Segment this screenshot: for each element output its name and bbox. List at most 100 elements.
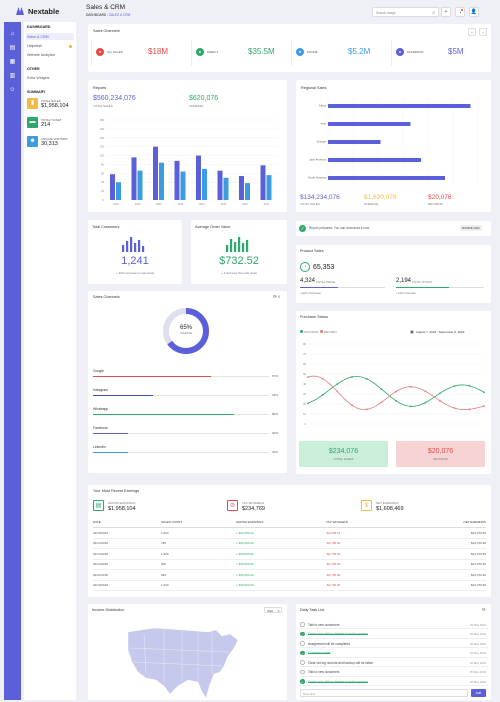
channel-item[interactable]: ● PHONE $5.2M	[291, 40, 387, 66]
channel-item[interactable]: ● ALL SALES $18M	[91, 40, 187, 66]
donut-center-pct: 65%	[179, 325, 192, 331]
breadcrumb-root[interactable]: DASHBOARD	[86, 13, 107, 17]
success-label: TOTAL SALES	[333, 457, 354, 461]
earnings-cell: 02/12/2018	[93, 562, 109, 567]
gauge-icon: ◔	[300, 262, 310, 272]
reports-x-tick: 2015	[221, 202, 227, 206]
task-item[interactable]: Talk to new customers 03 May 2018	[300, 621, 488, 629]
sidebar-item-website-analytics[interactable]: Website Analytics	[27, 53, 56, 57]
task-item[interactable]: ✓ Order card will be deleted from the sys…	[300, 678, 488, 686]
refresh-icon[interactable]: ⟳	[273, 294, 277, 299]
task-item[interactable]: Clear old log records and backup will be…	[300, 659, 488, 667]
new-task-input[interactable]: New task	[300, 689, 468, 697]
sales-channels-title: Sales Channels	[93, 29, 120, 33]
regional-y-tick: Latin America	[309, 158, 326, 162]
earnings-row: 02/14/2018 780 + $30,000.00 -$2,700.00 $23,0…	[93, 538, 486, 549]
task-item[interactable]: Assignment will be completed 04 May 2018	[300, 640, 488, 648]
search-icon[interactable]: ⌕	[432, 9, 435, 16]
user-button[interactable]: 👤	[469, 7, 479, 17]
return-point	[483, 405, 485, 407]
channel-label: FACEBOOK	[407, 50, 424, 54]
prev-button[interactable]: ‹	[468, 28, 476, 36]
task-item[interactable]: Talk to new customers 05 May 2018	[300, 669, 488, 677]
average-order-title: Average Order Value	[195, 225, 231, 229]
task-checkbox[interactable]	[300, 660, 305, 665]
sidebar-item-sales-crm[interactable]: Sales & CRM	[27, 35, 49, 39]
reports-x-tick: 2012	[156, 202, 162, 206]
reports-bar	[202, 168, 207, 200]
date-range-picker[interactable]: August 7, 2022 - September 6, 2022	[416, 330, 465, 334]
task-checkbox[interactable]	[300, 622, 305, 627]
regional-bar	[328, 104, 471, 108]
success-value: $234,076	[328, 448, 359, 455]
country-select[interactable]: USA ▾	[264, 607, 282, 613]
task-date: 03 May 2018	[469, 632, 486, 636]
sidebar-item-extra-widgets[interactable]: Extra Widgets	[27, 76, 50, 80]
task-refresh-icon[interactable]: ⟳	[482, 606, 486, 612]
task-checkbox[interactable]: ✓	[300, 631, 305, 637]
channel-item[interactable]: ● DIRECT $35.5M	[191, 40, 287, 66]
channel-item[interactable]: ● FACEBOOK $5M	[391, 40, 487, 66]
reports-y-tick: 0	[103, 198, 105, 202]
earnings-column-header: GROSS EARNINGS	[236, 520, 264, 524]
download-button[interactable]: DOWNLOAD	[460, 225, 482, 231]
earnings-table: DATE SALES COUNT GROSS EARNINGS TAX WITHHEL…	[93, 518, 486, 591]
earnings-cell: $23,070.90	[470, 572, 486, 577]
earnings-cell: + $30,000.00	[236, 583, 254, 588]
earnings-header-row: DATE SALES COUNT GROSS EARNINGS TAX WITHHEL…	[93, 518, 486, 528]
task-checkbox[interactable]	[300, 669, 305, 674]
notifications-button[interactable]: ◔	[455, 7, 465, 17]
earnings-column-header: SALES COUNT	[161, 520, 183, 524]
brand-logo[interactable]: Nextable	[14, 5, 74, 17]
next-button[interactable]: ›	[479, 28, 487, 36]
reports-y-tick: 140	[100, 136, 105, 140]
task-checkbox[interactable]: ✓	[300, 679, 305, 684]
profile-icon[interactable]: ☺	[9, 87, 16, 93]
search-box[interactable]: Search image ⌕	[372, 7, 439, 17]
channel-icon: ●	[396, 48, 404, 56]
task-checkbox[interactable]: ✓	[300, 650, 305, 656]
sidebar-item-helpdesk[interactable]: Helpdesk	[27, 44, 42, 48]
success-point	[453, 385, 456, 387]
grid-icon[interactable]: ▦	[9, 59, 16, 65]
reports-bar	[137, 170, 143, 200]
channel-row-bar	[93, 452, 269, 453]
return-point	[380, 401, 383, 404]
reports-x-tick: 2016	[242, 202, 248, 206]
task-checkbox[interactable]	[300, 641, 305, 646]
channel-row-bar	[93, 433, 269, 434]
regional-total-value: $134,234,076	[300, 194, 340, 201]
average-order-value: $732.52	[219, 255, 259, 267]
task-item[interactable]: ✓ Order card will be deleted from the sys…	[300, 631, 488, 639]
layout-icon[interactable]: ▤	[9, 45, 16, 51]
reports-y-tick: 80	[101, 162, 104, 166]
success-point	[351, 376, 353, 378]
task-date: 04 May 2018	[469, 641, 486, 646]
channel-icon: ●	[96, 48, 104, 56]
earnings-cell: 02/10/2018	[93, 583, 109, 588]
chart-icon[interactable]: ▥	[9, 73, 16, 79]
refresh-count: 0	[278, 295, 280, 299]
task-item[interactable]: ✓ Customer notes 04 May 2018	[300, 650, 488, 658]
calendar-icon[interactable]: ▣	[410, 328, 414, 334]
check-circle-icon: ✓	[299, 224, 306, 232]
earnings-cell: -$2,700.00	[326, 562, 341, 567]
ticket-icon: ▬	[27, 117, 38, 128]
add-task-button[interactable]: Add	[471, 689, 486, 697]
reports-bar	[174, 160, 180, 200]
reports-y-tick: 40	[101, 180, 104, 184]
purchase-y-tick: 30	[303, 392, 306, 396]
regional-sales-title: Regional Sales	[301, 86, 327, 90]
regional-total-label: TOTAL SALES	[300, 202, 320, 206]
search-input[interactable]: Search image	[376, 11, 396, 15]
purchase-status-title: Purchase Status	[300, 315, 328, 319]
add-button[interactable]: +	[441, 7, 451, 17]
dashboard-icon[interactable]: ⌂	[10, 31, 15, 37]
channel-row-fill	[93, 452, 129, 453]
total-customers-value: 1,241	[121, 255, 149, 267]
stock-value: 2,194	[396, 278, 412, 284]
notification-dot	[461, 8, 463, 11]
tax-withheld-icon: ⊘	[227, 500, 238, 511]
reports-total-label: TOTAL SALES	[93, 104, 113, 108]
brand-name: Nextable	[28, 7, 60, 16]
